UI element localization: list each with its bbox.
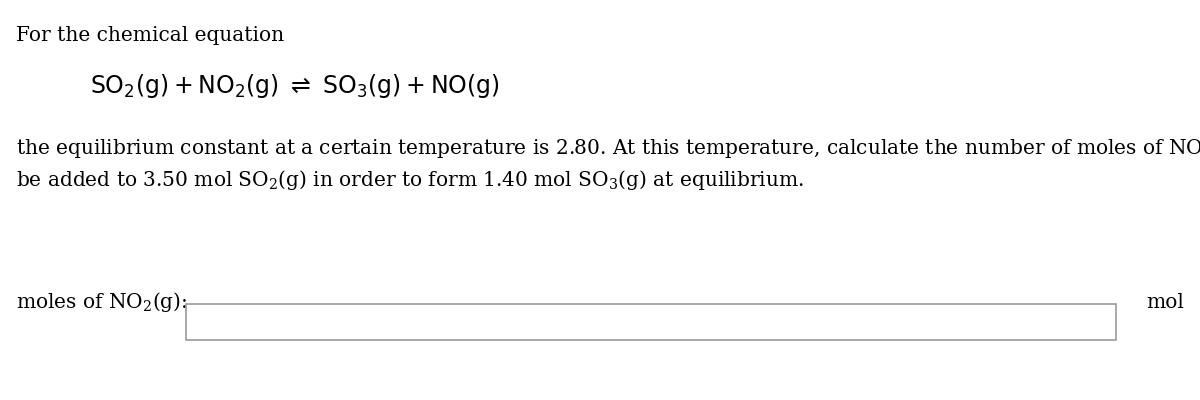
Text: For the chemical equation: For the chemical equation (16, 26, 283, 45)
Text: $\mathregular{SO_2(g) + NO_2(g)}$ $\mathregular{\rightleftharpoons}$ $\mathregul: $\mathregular{SO_2(g) + NO_2(g)}$ $\math… (90, 72, 499, 100)
Text: moles of NO$\mathregular{_2}$(g):: moles of NO$\mathregular{_2}$(g): (16, 290, 187, 314)
Text: be added to 3.50 mol SO$\mathregular{_2}$(g) in order to form 1.40 mol SO$\mathr: be added to 3.50 mol SO$\mathregular{_2}… (16, 168, 804, 192)
Text: mol: mol (1146, 292, 1184, 312)
FancyBboxPatch shape (186, 304, 1116, 340)
Text: the equilibrium constant at a certain temperature is 2.80. At this temperature, : the equilibrium constant at a certain te… (16, 136, 1200, 160)
